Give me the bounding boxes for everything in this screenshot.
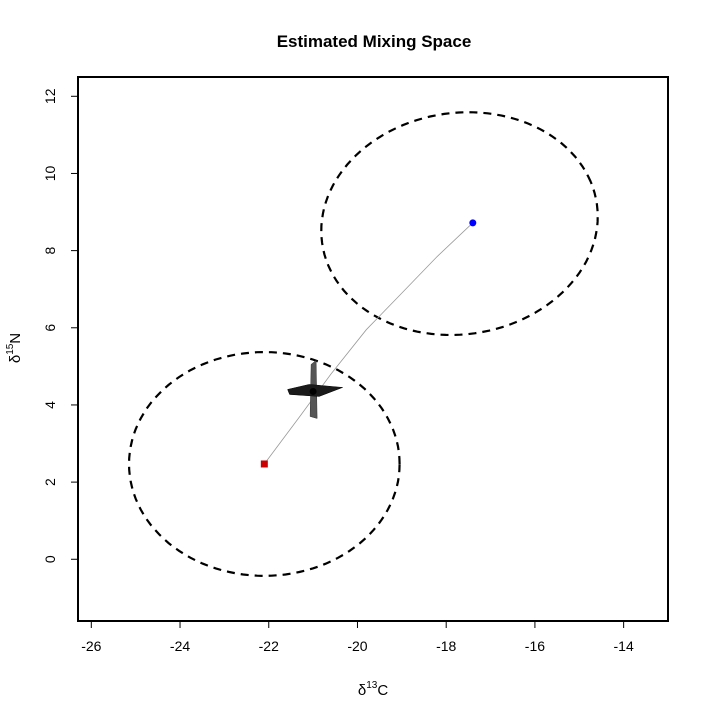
y-tick-label: 2 — [42, 478, 58, 486]
chart-title: Estimated Mixing Space — [277, 32, 472, 51]
x-tick-label: -18 — [436, 638, 456, 654]
x-tick-label: -20 — [347, 638, 367, 654]
source-point — [260, 460, 268, 468]
plot-frame — [77, 76, 669, 622]
x-tick-label: -16 — [525, 638, 545, 654]
x-tick-label: -26 — [81, 638, 101, 654]
y-tick-label: 10 — [42, 165, 58, 181]
x-axis: -26 -24 -22 -20 -18 -16 -14 — [81, 621, 634, 654]
source-ellipse — [320, 111, 599, 337]
mixing-line — [263, 222, 474, 465]
y-tick-label: 8 — [42, 247, 58, 255]
chart-marks — [127, 111, 599, 578]
y-tick-label: 4 — [42, 401, 58, 409]
mixture-point — [309, 387, 317, 395]
x-tick-label: -24 — [170, 638, 190, 654]
x-tick-label: -14 — [614, 638, 634, 654]
y-axis-label: δ15N — [5, 333, 24, 363]
source-point — [469, 219, 477, 227]
y-tick-label: 0 — [42, 555, 58, 563]
y-tick-label: 6 — [42, 324, 58, 332]
y-axis: 0 2 4 6 8 10 12 — [42, 88, 78, 563]
y-tick-label: 12 — [42, 88, 58, 104]
x-tick-label: -22 — [259, 638, 279, 654]
x-axis-label: δ13C — [358, 680, 388, 699]
